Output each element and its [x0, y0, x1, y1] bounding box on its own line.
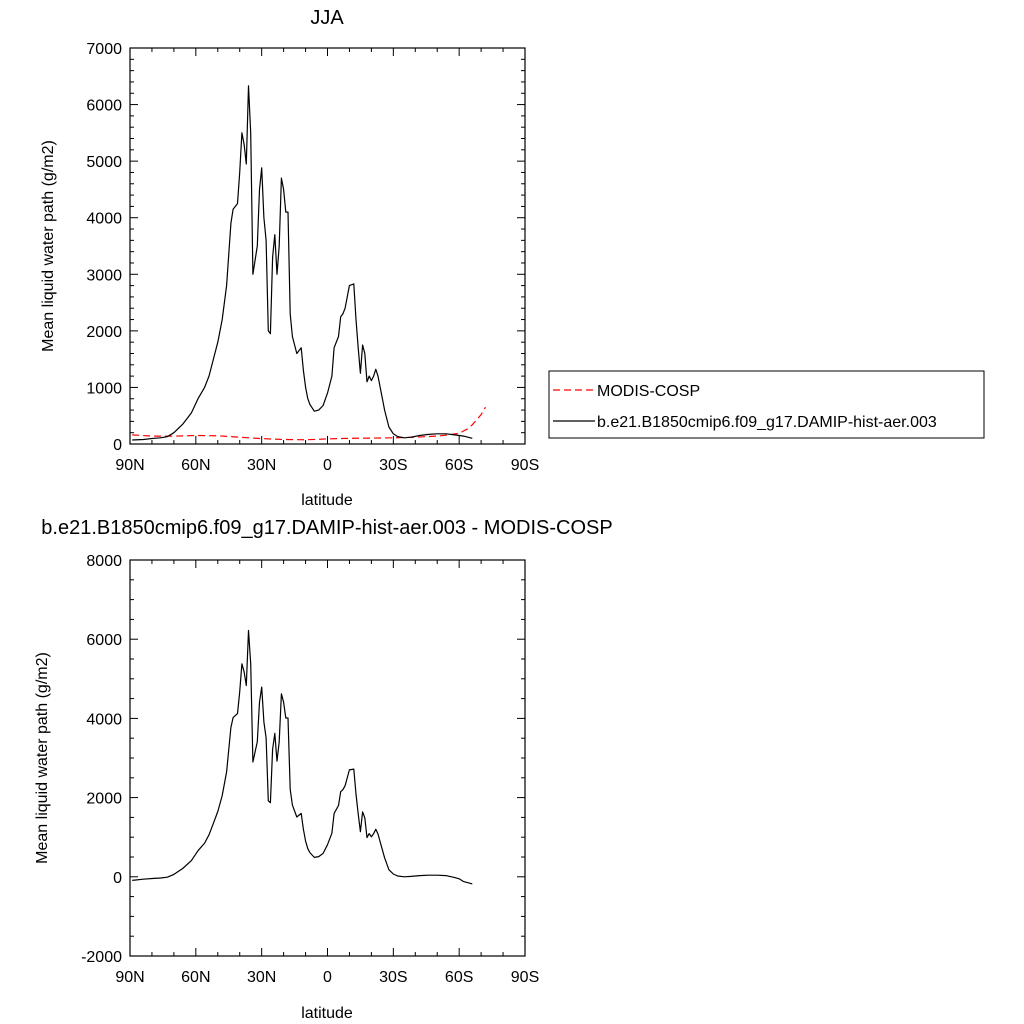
y-tick-label: 4000 [86, 211, 122, 228]
legend-label-modis: MODIS-COSP [597, 383, 700, 400]
series-line-modis-cosp [132, 406, 487, 441]
plot-frame [129, 47, 526, 445]
chart-title: b.e21.B1850cmip6.f09_g17.DAMIP-hist-aer.… [41, 517, 612, 539]
y-tick-label: 2000 [86, 791, 122, 808]
lines-layer [132, 629, 473, 885]
x-tick-label: 90N [115, 457, 144, 474]
ticks-layer: -2000 0 2000 4000 6000 8000 90N 60N 30N 0 30S 60S 90… [81, 553, 539, 986]
x-tick-label: 30N [247, 457, 276, 474]
x-tick-label: 30S [379, 969, 407, 986]
y-tick-label: -2000 [81, 949, 122, 966]
y-tick-label: 6000 [86, 632, 122, 649]
y-axis-label: Mean liquid water path (g/m2) [34, 652, 51, 864]
series-line-b-e21-b1850cmip6-f09-g17-damip-hist-aer-003 [132, 85, 473, 441]
y-tick-label: 1000 [86, 380, 122, 397]
x-axis-label: latitude [301, 492, 353, 509]
x-tick-label: 60S [445, 969, 473, 986]
y-axis-label: Mean liquid water path (g/m2) [40, 140, 57, 352]
panel-jja: JJA 0 1000 2000 3000 4000 5000 6000 7000 90N 60N 3… [40, 7, 539, 509]
x-tick-label: 60N [181, 969, 210, 986]
x-axis-label: latitude [301, 1005, 353, 1022]
panel-difference: b.e21.B1850cmip6.f09_g17.DAMIP-hist-aer.… [34, 517, 613, 1022]
y-tick-label: 6000 [86, 98, 122, 115]
legend-box [548, 370, 985, 439]
chart-title: JJA [310, 7, 344, 29]
y-tick-label: 2000 [86, 324, 122, 341]
series-line-difference [132, 629, 473, 885]
y-tick-label: 0 [113, 870, 122, 887]
x-tick-label: 30S [379, 457, 407, 474]
y-tick-label: 8000 [86, 553, 122, 570]
x-tick-label: 30N [247, 969, 276, 986]
y-tick-label: 0 [113, 437, 122, 454]
x-tick-label: 0 [323, 969, 332, 986]
plot-frame [129, 559, 526, 957]
y-tick-label: 3000 [86, 267, 122, 284]
x-tick-label: 90S [511, 457, 539, 474]
lines-layer [132, 85, 487, 441]
x-tick-label: 90N [115, 969, 144, 986]
legend-label-model: b.e21.B1850cmip6.f09_g17.DAMIP-hist-aer.… [597, 414, 937, 431]
x-tick-label: 0 [323, 457, 332, 474]
y-tick-label: 5000 [86, 154, 122, 171]
y-tick-label: 4000 [86, 711, 122, 728]
x-tick-label: 60N [181, 457, 210, 474]
x-tick-label: 60S [445, 457, 473, 474]
x-tick-label: 90S [511, 969, 539, 986]
y-tick-label: 7000 [86, 41, 122, 58]
ticks-layer: 0 1000 2000 3000 4000 5000 6000 7000 90N 60N 30N 0 3… [86, 41, 539, 474]
legend: MODIS-COSP b.e21.B1850cmip6.f09_g17.DAMI… [548, 370, 985, 439]
